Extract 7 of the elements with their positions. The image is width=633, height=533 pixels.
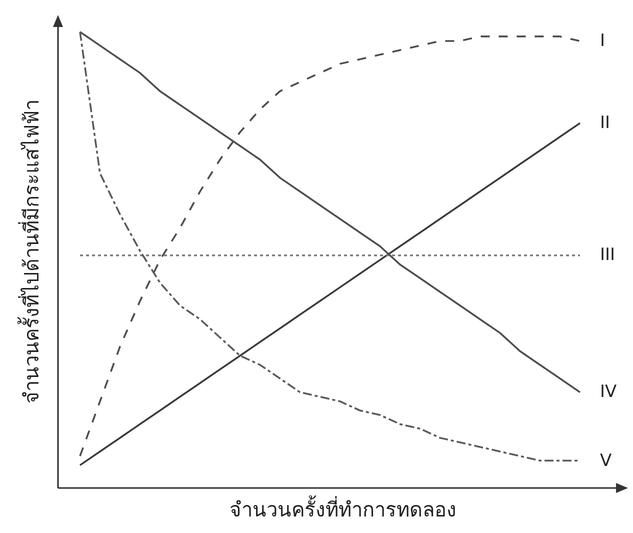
x-axis-title: จำนวนครั้งที่ทำการทดลอง — [230, 496, 456, 522]
y-axis-title: จำนวนครั้งที่ไปด้านที่มีกระแสไฟฟ้า — [18, 100, 44, 404]
series-label: III — [600, 245, 616, 265]
series-label: IV — [600, 382, 618, 402]
series-label: II — [600, 113, 610, 133]
series-label: I — [600, 31, 606, 51]
series-label: V — [600, 451, 612, 471]
